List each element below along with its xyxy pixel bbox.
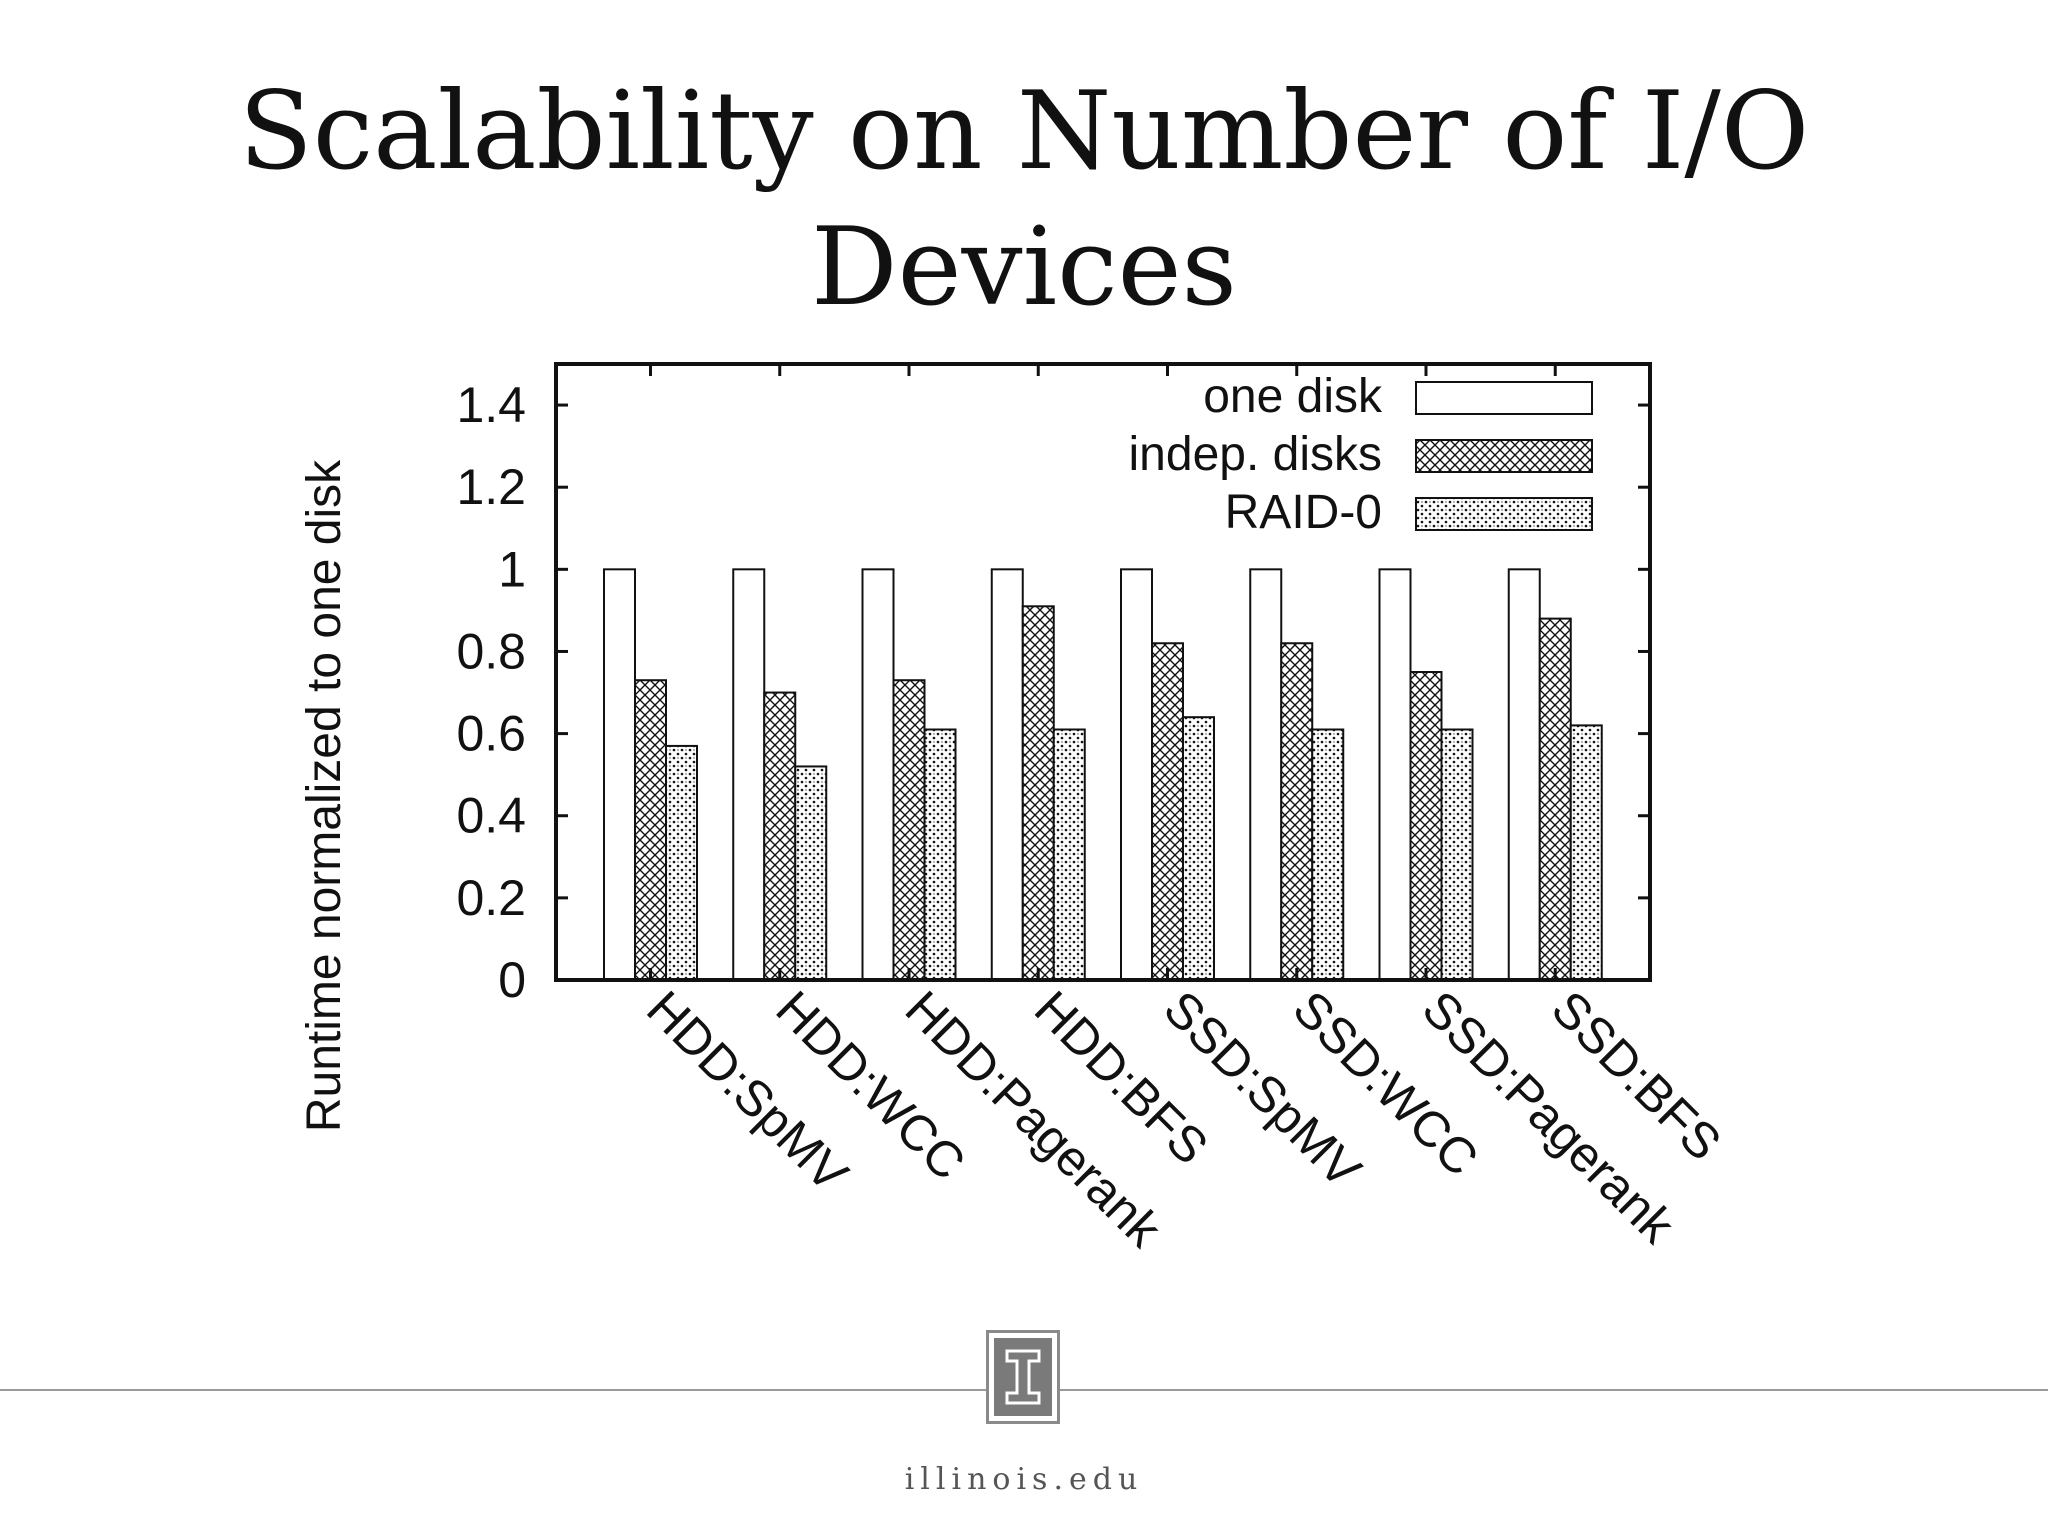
bar-empty: [603, 568, 636, 981]
bar-empty: [1378, 568, 1412, 981]
y-tick-label: 0.2: [456, 870, 526, 926]
slide-title: Scalability on Number of I/O Devices: [0, 64, 2048, 336]
bar-crosshatch: [892, 679, 926, 981]
slide-title-line-2: Devices: [811, 205, 1237, 330]
legend-swatch-dots: [1415, 497, 1593, 531]
bar-crosshatch: [1280, 642, 1314, 981]
bar-dots: [1052, 728, 1086, 982]
y-tick-label: 1: [498, 541, 526, 597]
bar-crosshatch: [1021, 605, 1055, 981]
bar-crosshatch: [1409, 671, 1443, 981]
bar-crosshatch: [634, 679, 667, 981]
bar-dots: [1311, 728, 1345, 982]
y-tick-label: 1.4: [456, 377, 526, 433]
y-tick-label: 1.2: [456, 459, 526, 515]
legend-swatch-crosshatch: [1415, 439, 1593, 473]
university-logo: [986, 1330, 1060, 1424]
legend-swatch-empty: [1415, 381, 1593, 415]
plot-frame: [554, 362, 1652, 982]
y-tick-label: 0.4: [456, 788, 526, 844]
y-axis-label: Runtime normalized to one disk: [298, 459, 351, 1132]
y-tick-label: 0.6: [456, 706, 526, 762]
bar-dots: [923, 728, 957, 982]
bar-dots: [1569, 724, 1603, 981]
legend-label: indep. disks: [1129, 428, 1382, 481]
block-i-icon: [994, 1338, 1052, 1416]
bar-empty: [1507, 568, 1541, 981]
bar-empty: [990, 568, 1024, 981]
bar-empty: [1249, 568, 1283, 981]
bar-dots: [1182, 716, 1215, 981]
y-tick-label: 0: [498, 952, 526, 1008]
bar-empty: [1120, 568, 1153, 981]
bar-dots: [665, 744, 698, 982]
bar-empty: [732, 568, 766, 981]
footer-url: illinois.edu: [904, 1462, 1144, 1497]
legend-label: RAID-0: [1225, 486, 1382, 539]
legend-label: one disk: [1203, 370, 1383, 423]
bar-empty: [861, 568, 895, 981]
bar-crosshatch: [1151, 642, 1184, 981]
y-tick-label: 0.8: [456, 623, 526, 679]
slide-title-line-1: Scalability on Number of I/O: [238, 69, 1810, 194]
bar-dots: [1440, 728, 1474, 982]
bar-crosshatch: [763, 691, 797, 981]
bar-chart: 0 0.2 0.4 0.6 0.8 1 1.2 1.4 Runtime normalized t…: [298, 362, 1732, 1258]
bar-crosshatch: [1538, 617, 1572, 981]
bar-dots: [794, 765, 828, 981]
